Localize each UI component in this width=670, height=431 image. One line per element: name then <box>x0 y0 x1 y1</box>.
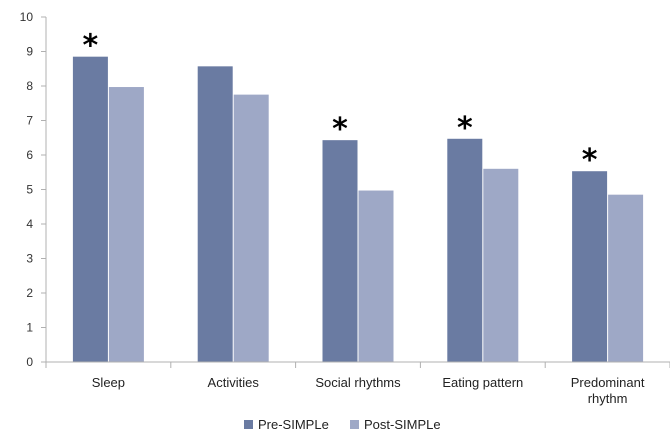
x-axis: Sleep Activities Social rhythms Eating patt… <box>45 361 670 406</box>
x-category-label: Activities <box>208 375 260 390</box>
bars <box>72 56 644 363</box>
bar-post <box>483 168 519 362</box>
significance-star: * <box>582 143 598 178</box>
y-tick-label: 4 <box>26 217 33 231</box>
y-tick-label: 9 <box>26 45 33 59</box>
legend-swatch-post <box>350 420 359 429</box>
x-category-label: Social rhythms <box>315 375 401 390</box>
bar-post <box>358 190 394 362</box>
x-category-label-line: Eating pattern <box>442 375 523 390</box>
x-category-label-line: Sleep <box>92 375 125 390</box>
y-tick-label: 1 <box>26 321 33 335</box>
y-tick-label: 10 <box>20 10 34 24</box>
x-category-label: Predominant rhythm <box>571 375 645 406</box>
bar-pre <box>72 56 108 363</box>
bar-post <box>108 87 144 362</box>
x-category-label: Sleep <box>92 375 125 390</box>
bar-post <box>233 94 269 362</box>
legend-swatch-pre <box>244 420 253 429</box>
x-category-label: Eating pattern <box>442 375 523 390</box>
x-category-label-line: Social rhythms <box>315 375 401 390</box>
y-tick-label: 3 <box>26 252 33 266</box>
y-tick-label: 5 <box>26 183 33 197</box>
x-category-label-line: Activities <box>208 375 260 390</box>
y-tick-label: 0 <box>26 355 33 369</box>
y-axis: 0 1 2 3 4 5 6 7 8 9 10 <box>20 10 47 369</box>
y-tick-label: 2 <box>26 286 33 300</box>
significance-markers: * * * * <box>83 29 598 179</box>
legend: Pre-SIMPLe Post-SIMPLe <box>244 417 441 431</box>
y-tick-label: 7 <box>26 114 33 128</box>
x-category-label-line: Predominant <box>571 375 645 390</box>
bar-pre <box>572 171 608 362</box>
legend-label-post: Post-SIMPLe <box>364 417 441 431</box>
y-tick-label: 6 <box>26 148 33 162</box>
bar-pre <box>197 66 233 363</box>
bar-post <box>608 194 644 362</box>
significance-star: * <box>83 29 99 64</box>
bar-pre <box>447 138 483 362</box>
significance-star: * <box>457 111 473 146</box>
legend-label-pre: Pre-SIMPLe <box>258 417 329 431</box>
bar-pre <box>322 140 358 362</box>
significance-star: * <box>332 112 348 147</box>
x-category-label-line: rhythm <box>588 391 628 406</box>
y-tick-label: 8 <box>26 79 33 93</box>
